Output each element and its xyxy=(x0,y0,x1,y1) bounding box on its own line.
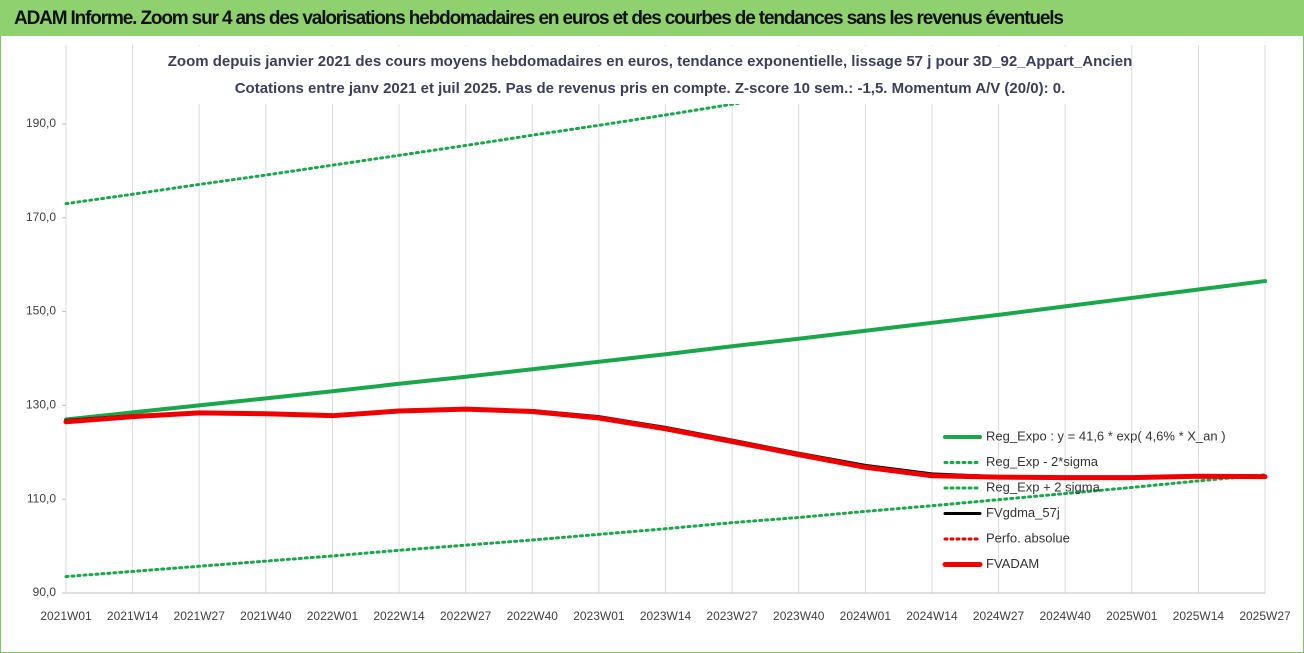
series-line xyxy=(63,406,1268,481)
chart-subtitle: Cotations entre janv 2021 et juil 2025. … xyxy=(235,80,1066,97)
legend: Reg_Expo : y = 41,6 * exp( 4,6% * X_an )… xyxy=(942,428,1226,571)
y-tick-label: 190,0 xyxy=(26,116,56,130)
chart-title: Zoom depuis janvier 2021 des cours moyen… xyxy=(168,53,1133,70)
legend-label: Reg_Exp + 2 sigma xyxy=(986,479,1101,494)
y-tick-label: 150,0 xyxy=(26,304,56,318)
header-title: ADAM Informe. Zoom sur 4 ans des valoris… xyxy=(14,8,1064,29)
x-tick-label: 2021W01 xyxy=(40,609,92,623)
series-line xyxy=(64,473,1267,579)
y-tick-label: 130,0 xyxy=(26,398,56,412)
x-tick-label: 2022W14 xyxy=(373,609,425,623)
x-tick-label: 2025W27 xyxy=(1239,609,1291,623)
series-line xyxy=(64,77,913,206)
legend-label: Reg_Exp - 2*sigma xyxy=(986,454,1099,469)
y-tick-label: 110,0 xyxy=(27,491,56,505)
x-tick-label: 2024W40 xyxy=(1039,609,1091,623)
plot: 2021W01 2021W14 2021W27 2021W40 2022W01 2022W… xyxy=(26,45,1291,623)
x-tick-label: 2022W27 xyxy=(440,609,492,623)
x-tick-label: 2022W01 xyxy=(307,609,359,623)
x-tick-label: 2025W14 xyxy=(1173,609,1225,623)
x-tick-label: 2024W27 xyxy=(973,609,1025,623)
x-tick-label: 2024W14 xyxy=(906,609,958,623)
x-tick-label: 2023W40 xyxy=(773,609,825,623)
x-tick-label: 2021W27 xyxy=(174,609,226,623)
x-tick-label: 2021W14 xyxy=(107,609,159,623)
y-tick-label: 170,0 xyxy=(26,210,56,224)
series-line xyxy=(64,279,1267,422)
x-tick-label: 2022W40 xyxy=(507,609,559,623)
x-tick-label: 2023W01 xyxy=(573,609,625,623)
legend-label: FVADAM xyxy=(986,556,1039,571)
header-bar xyxy=(0,0,1304,36)
legend-label: FVgdma_57j xyxy=(986,505,1060,520)
x-tick-label: 2021W40 xyxy=(240,609,292,623)
x-tick-label: 2024W01 xyxy=(840,609,892,623)
legend-label: Perfo. absolue xyxy=(986,530,1070,545)
x-tick-label: 2023W14 xyxy=(640,609,692,623)
y-tick-label: 90,0 xyxy=(33,585,57,599)
title-box xyxy=(170,46,1130,104)
x-tick-label: 2023W27 xyxy=(706,609,758,623)
x-tick-label: 2025W01 xyxy=(1106,609,1158,623)
legend-label: Reg_Expo : y = 41,6 * exp( 4,6% * X_an ) xyxy=(986,428,1226,443)
